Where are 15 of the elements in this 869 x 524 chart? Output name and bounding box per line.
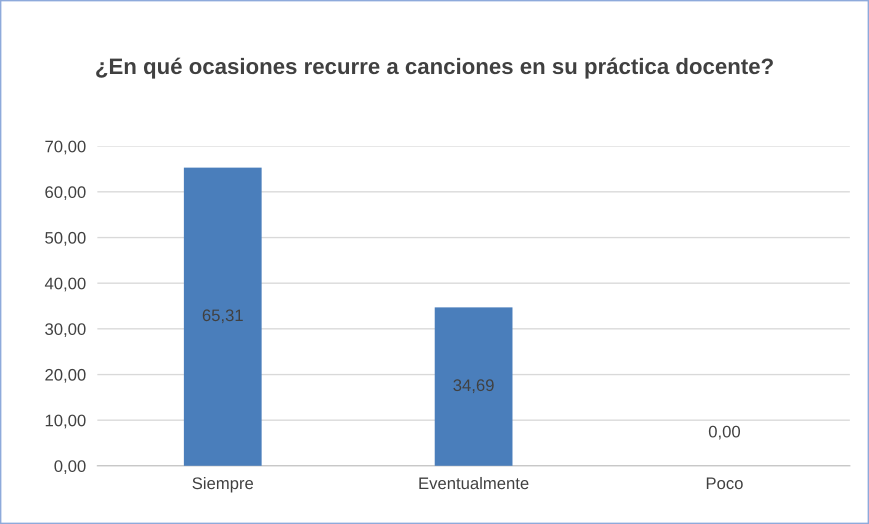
y-tick-label: 70,00: [45, 140, 86, 154]
data-label: 0,00: [708, 426, 740, 440]
y-tick-label: 60,00: [45, 186, 86, 200]
y-tick-label: 20,00: [45, 368, 86, 383]
x-tick-label: Poco: [706, 478, 743, 490]
y-tick-label: 10,00: [46, 414, 86, 428]
x-tick-label: Eventualmente: [419, 476, 528, 490]
y-tick-label: 0,00: [54, 460, 86, 474]
y-tick-label: 30,00: [45, 323, 86, 338]
y-tick-label: 40,00: [44, 278, 86, 292]
data-label: 65,31: [202, 309, 243, 324]
data-label: 34,69: [453, 379, 494, 394]
x-tick-label: Siempre: [192, 476, 254, 492]
chart-title: ¿En qué ocasiones recurre a canciones en su práctica docente?: [96, 58, 773, 79]
y-tick-label: 50,00: [45, 232, 86, 246]
